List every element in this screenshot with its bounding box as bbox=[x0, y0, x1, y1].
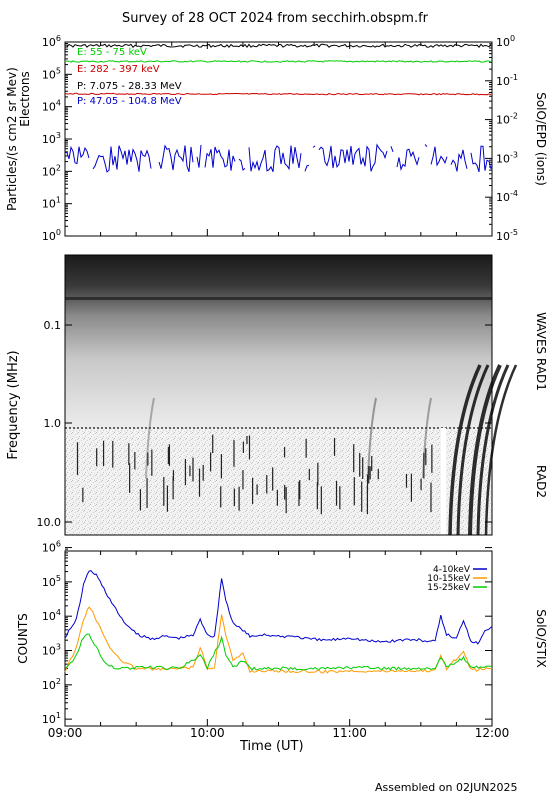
radio-y-title: Frequency (MHz) bbox=[6, 350, 21, 459]
data-gap bbox=[441, 428, 446, 535]
y2-tick-label: 10-4 bbox=[496, 189, 518, 204]
x-tick-label: 10:00 bbox=[190, 726, 225, 740]
stix-tick-label: 103 bbox=[42, 643, 61, 658]
particles-y-title: Particles/(s cm2 sr Mev) bbox=[5, 67, 19, 211]
legend-label-2: P: 7.075 - 28.33 MeV bbox=[77, 81, 182, 92]
faint-burst bbox=[367, 397, 377, 479]
x-tick-label: 09:00 bbox=[48, 726, 83, 740]
stix-tick-label: 105 bbox=[42, 574, 61, 589]
y2-tick-label: 10-3 bbox=[496, 150, 518, 165]
x-tick-label: 11:00 bbox=[332, 726, 367, 740]
rad2-label: RAD2 bbox=[534, 465, 548, 498]
series-line-e-282-397 bbox=[64, 92, 492, 96]
stix-tick-label: 106 bbox=[42, 540, 61, 555]
particles-y-subtitle: Electrons bbox=[18, 71, 32, 126]
y2-tick-label: 10-5 bbox=[496, 228, 518, 243]
series-line-p-47-105 bbox=[64, 143, 492, 173]
stix-series-10-15keV bbox=[64, 606, 493, 674]
series-line-e-55-75 bbox=[64, 60, 492, 63]
stix-series-4-10keV bbox=[64, 570, 493, 645]
legend-label-1: E: 282 - 397 keV bbox=[77, 64, 160, 75]
type-iii-burst bbox=[484, 364, 518, 536]
rad1-band bbox=[65, 297, 492, 300]
y-tick-label: 102 bbox=[42, 163, 61, 178]
y-tick-label: 105 bbox=[42, 66, 61, 81]
type-iii-burst bbox=[456, 364, 490, 536]
radio-frame bbox=[64, 254, 493, 536]
y2-tick-label: 10-2 bbox=[496, 112, 518, 127]
legend-label-3: P: 47.05 - 104.8 MeV bbox=[77, 96, 182, 107]
stix-tick-label: 104 bbox=[42, 608, 61, 623]
y-tick-label: 101 bbox=[42, 196, 61, 211]
stix-panel: 101 102 103 104 105 106 4-10keV10-15keV15-25ke… bbox=[16, 540, 548, 727]
stix-right-title: SolO/STIX bbox=[534, 609, 548, 668]
faint-burst bbox=[422, 397, 432, 479]
page-title: Survey of 28 OCT 2024 from secchirh.obsp… bbox=[121, 11, 429, 26]
stix-legend-label: 4-10keV bbox=[433, 565, 471, 575]
stix-tick-label: 102 bbox=[42, 677, 61, 692]
type-iii-burst bbox=[468, 364, 502, 536]
freq-tick-label: 10.0 bbox=[37, 516, 62, 529]
rad1-spectrum bbox=[65, 255, 492, 428]
y2-tick-label: 10-1 bbox=[496, 73, 518, 88]
particles-panel: 100 101 102 103 104 105 106 10-5 10-4 10-3 10-2 10-… bbox=[5, 34, 548, 243]
legend-label-0: E: 55 - 75 keV bbox=[77, 47, 147, 58]
assembled-note: Assembled on 02JUN2025 bbox=[375, 781, 518, 794]
stix-tick-label: 101 bbox=[42, 711, 61, 726]
y-tick-label: 100 bbox=[42, 228, 61, 243]
type-iii-burst bbox=[476, 364, 510, 536]
stix-legend-label: 10-15keV bbox=[427, 574, 471, 584]
freq-tick-label: 0.1 bbox=[44, 319, 62, 332]
rad1-label: WAVES RAD1 bbox=[534, 312, 548, 391]
time-axis: 09:00 10:00 11:00 12:00 bbox=[48, 726, 510, 740]
x-tick-label: 12:00 bbox=[475, 726, 510, 740]
type-iii-burst bbox=[448, 364, 482, 536]
freq-tick-label: 1.0 bbox=[44, 417, 62, 430]
x-axis-title: Time (UT) bbox=[240, 739, 304, 754]
stix-y-title: COUNTS bbox=[16, 613, 30, 664]
stix-legend-label: 15-25keV bbox=[427, 583, 471, 593]
series-line-p-7-28 bbox=[64, 43, 492, 49]
y-tick-label: 106 bbox=[42, 34, 61, 49]
radio-panel: 0.1 1.0 10.0 Frequency (MHz) WAVES RAD1 RAD2 bbox=[6, 254, 548, 536]
stix-series-15-25keV bbox=[64, 633, 493, 671]
faint-burst bbox=[145, 397, 155, 479]
y-tick-label: 103 bbox=[42, 131, 61, 146]
y-tick-label: 104 bbox=[42, 99, 61, 114]
particles-right-title: SolO/EPD (ions) bbox=[534, 92, 548, 186]
y2-tick-label: 100 bbox=[496, 34, 515, 49]
